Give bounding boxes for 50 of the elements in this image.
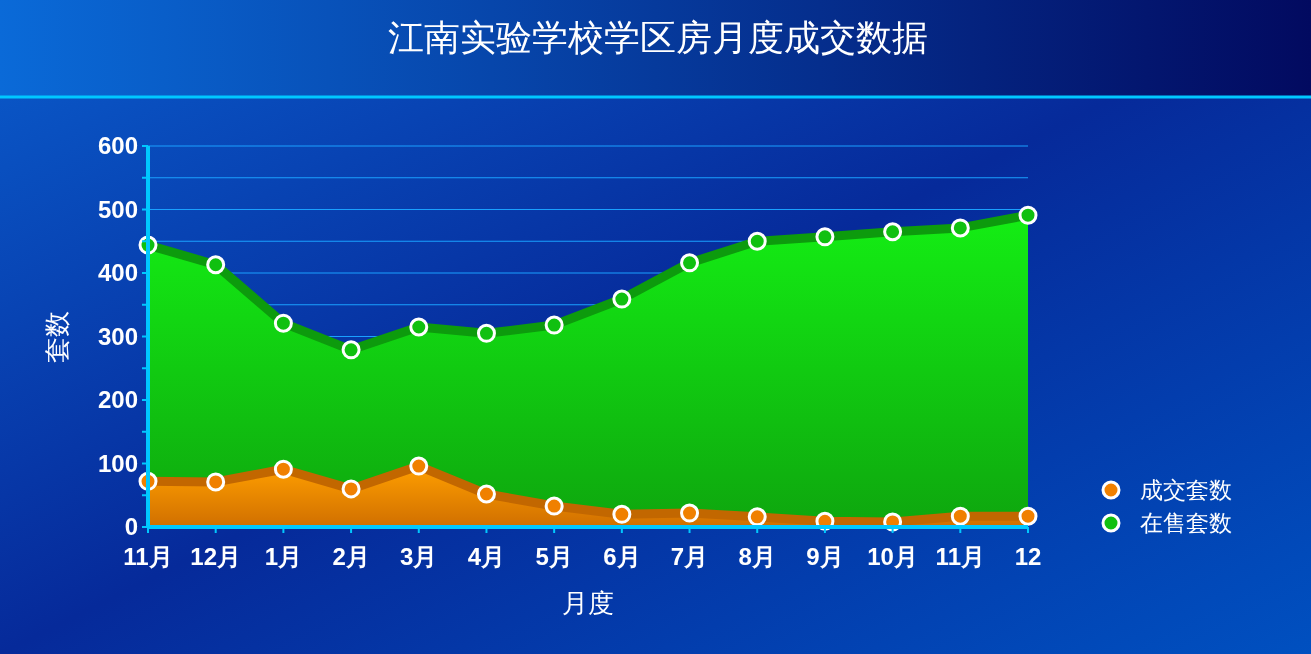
point <box>883 222 903 242</box>
y-tick-label: 100 <box>97 449 138 477</box>
x-tick-label: 9月 <box>806 543 844 570</box>
point <box>476 323 496 343</box>
x-tick-label: 4月 <box>467 543 506 570</box>
x-tick-label: 10月 <box>867 543 918 570</box>
point <box>341 340 361 360</box>
point <box>612 289 632 309</box>
point <box>680 503 700 523</box>
point <box>206 255 226 275</box>
x-tick-label: 2月 <box>332 543 370 570</box>
chart-title: 江南实验学校学区房月度成交数据 <box>387 17 928 58</box>
y-tick-label: 600 <box>97 132 138 160</box>
x-tick-label: 1月 <box>264 543 303 570</box>
x-tick-label: 12 <box>1014 543 1042 570</box>
point <box>206 472 226 492</box>
legend-label: 成交套数 <box>1140 477 1232 504</box>
point <box>409 456 429 476</box>
point <box>273 313 293 333</box>
x-tick-label: 3月 <box>400 543 438 570</box>
y-axis-title: 套数 <box>42 310 72 363</box>
y-tick-label: 0 <box>124 513 138 541</box>
point <box>273 459 293 479</box>
y-tick-label: 500 <box>97 195 138 223</box>
point <box>815 227 835 247</box>
y-tick-label: 400 <box>97 259 138 287</box>
x-tick-label: 11月 <box>935 543 985 570</box>
point <box>544 496 564 516</box>
x-tick-label: 11月 <box>123 543 173 570</box>
point <box>341 479 361 499</box>
point <box>747 231 767 251</box>
x-tick-label: 5月 <box>535 543 573 570</box>
x-tick-label: 12月 <box>190 543 242 570</box>
x-tick-label: 7月 <box>670 543 709 570</box>
legend-label: 在售套数 <box>1140 510 1232 537</box>
point <box>950 506 970 526</box>
point <box>1018 205 1038 225</box>
point <box>680 253 700 273</box>
x-axis-title: 月度 <box>562 588 614 618</box>
point <box>747 507 767 527</box>
point <box>409 317 429 337</box>
point <box>476 484 496 504</box>
point <box>544 315 564 335</box>
x-tick-label: 6月 <box>603 543 641 570</box>
x-tick-label: 8月 <box>738 543 776 570</box>
y-tick-label: 300 <box>97 322 138 350</box>
point <box>1018 506 1038 526</box>
point <box>950 218 970 238</box>
point <box>612 504 632 524</box>
y-tick-label: 200 <box>97 386 138 414</box>
